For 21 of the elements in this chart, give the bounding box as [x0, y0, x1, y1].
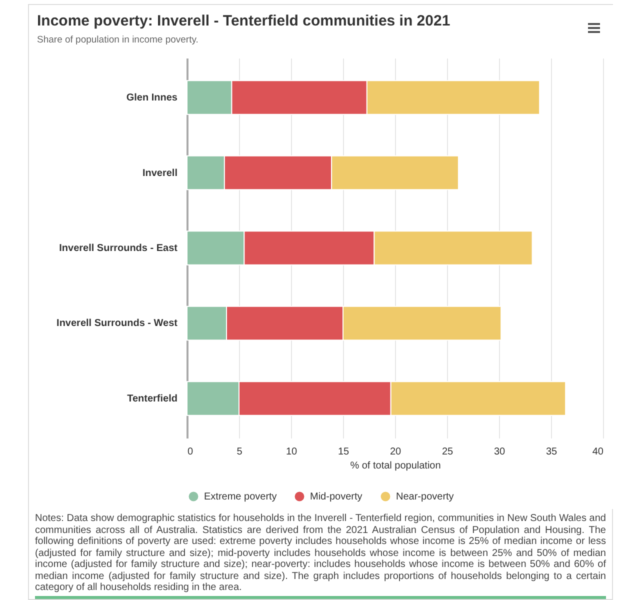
y-tick-label: Inverell Surrounds - East — [59, 243, 178, 254]
x-tick-label: 30 — [494, 446, 506, 458]
chart-subtitle: Share of population in income poverty. — [37, 34, 198, 46]
x-tick-label: 40 — [592, 446, 604, 458]
y-tick-label: Inverell Surrounds - West — [56, 318, 178, 330]
legend-label: Extreme poverty — [204, 492, 277, 503]
x-tick-label: 5 — [236, 446, 243, 458]
text: Notes: Data show demographic statistics for households in the Inverell - Tenterfield region, communities in New South Wales and communities across all of Australia. Statistics are derived from the 2021 Australian Census of Population and Housing. The following definitions of poverty are used: extreme poverty includes households whose income is 25% of median income or less (adjusted for family structure and size); mid-poverty includes households whose income is between 25% and 50% of median income (adjusted for family structure and size); near-poverty: includes households whose income is between 50% and 60% of median income (adjusted for family structure and size). The graph includes proportions of households belonging to a certain category of all households residing in the area. — [35, 513, 606, 594]
y-tick-label: Glen Innes — [126, 92, 178, 104]
x-tick-label: 0 — [188, 446, 194, 458]
legend-label: Mid-poverty — [310, 492, 362, 503]
x-tick-label: 20 — [390, 446, 402, 458]
x-tick-label: 10 — [286, 446, 298, 458]
x-tick-label: 25 — [442, 446, 454, 458]
chart-title: Income poverty: Inverell - Tenterfield communities in 2021 — [37, 12, 450, 30]
y-tick-label: Inverell — [142, 168, 178, 179]
y-tick-label: Tenterfield — [127, 393, 178, 404]
x-tick-label: 15 — [338, 446, 350, 458]
x-axis-title: % of total population — [350, 460, 441, 472]
legend-label: Near-poverty — [396, 492, 454, 503]
x-tick-label: 35 — [546, 446, 558, 458]
